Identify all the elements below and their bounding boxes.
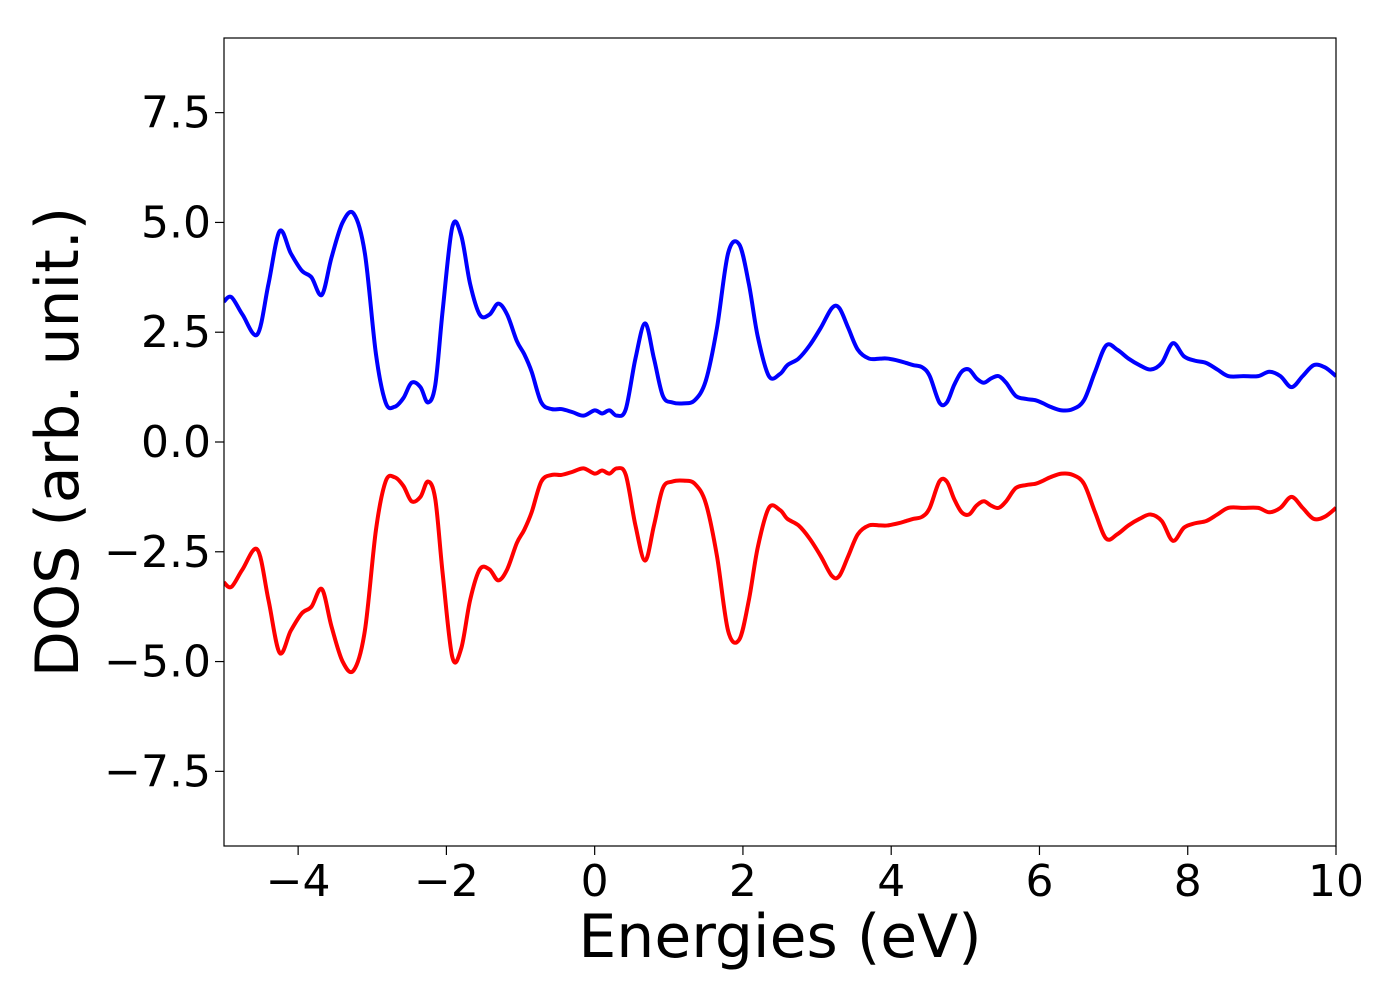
- series-line-spin-down: [224, 466, 1336, 675]
- x-tick-label: 0: [581, 856, 609, 907]
- y-axis-ticks: −7.5 −5.0 −2.5 0.0 2.5 5.0 7.5: [104, 88, 224, 797]
- plot-frame: [223, 37, 1337, 847]
- x-tick-label: 8: [1174, 856, 1202, 907]
- x-tick-label: 2: [729, 856, 757, 907]
- x-tick-label: −4: [266, 856, 331, 907]
- x-tick-label: 4: [877, 856, 905, 907]
- y-tick-label: −7.5: [104, 746, 211, 797]
- x-axis-label: Energies (eV): [578, 902, 981, 972]
- x-axis-ticks: −4 −2 0 2 4 6 8 10: [266, 846, 1364, 907]
- y-axis-label: DOS (arb. unit.): [23, 207, 93, 677]
- x-tick-label: 10: [1308, 856, 1364, 907]
- y-tick-label: 2.5: [141, 307, 211, 358]
- x-tick-label: 6: [1025, 856, 1053, 907]
- series-line-spin-up: [224, 209, 1336, 418]
- x-tick-label: −2: [414, 856, 479, 907]
- y-tick-label: −2.5: [104, 527, 211, 578]
- y-tick-label: 7.5: [141, 88, 211, 139]
- series-layer: [224, 209, 1336, 675]
- y-tick-label: 0.0: [141, 417, 211, 468]
- y-tick-label: 5.0: [141, 197, 211, 248]
- y-tick-label: −5.0: [104, 637, 211, 688]
